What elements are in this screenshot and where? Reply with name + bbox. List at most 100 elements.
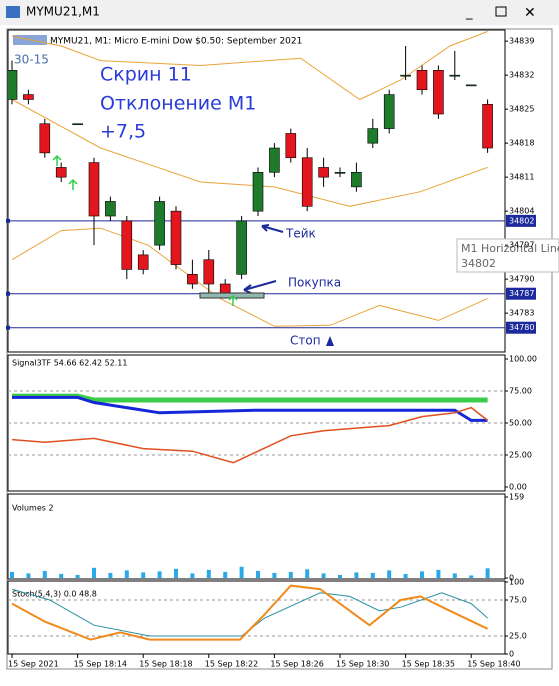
stoch-panel — [7, 580, 506, 655]
x-tick-label: 15 Sep 18:26 — [270, 660, 323, 669]
buy-label: Покупка — [288, 276, 341, 290]
tooltip-value: 34802 — [461, 257, 496, 270]
candle-body — [88, 162, 100, 217]
line-handle — [6, 218, 10, 223]
volume-bar — [239, 566, 244, 578]
take-arrow — [261, 224, 284, 233]
up-arrows — [52, 154, 238, 306]
candle-body — [400, 74, 411, 77]
x-tick-label: 15 Sep 18:22 — [205, 660, 258, 669]
candle-body — [433, 70, 444, 115]
candle-body — [121, 220, 133, 270]
volume-bar — [59, 573, 64, 578]
candle-body — [318, 167, 329, 178]
y-tick-label: 34832 — [509, 71, 534, 80]
stop-label: Стоп — [290, 334, 321, 348]
y-tick-label: 75.0 — [509, 596, 527, 605]
volume-bar — [288, 571, 293, 578]
candle-body — [72, 123, 83, 126]
y-tick-label: 34797 — [509, 241, 534, 250]
volume-bar — [157, 571, 162, 578]
price-tag-label: 34780 — [509, 323, 534, 332]
indicator-title: Signal3TF 54.66 62.42 52.11 — [12, 359, 128, 368]
minimize-button[interactable]: _ — [465, 6, 473, 21]
candle-body — [482, 104, 493, 149]
close-button[interactable]: ✕ — [524, 5, 536, 21]
y-tick-label: 34818 — [509, 139, 534, 148]
price-tag — [506, 214, 536, 227]
take-label: Тейк — [285, 227, 316, 241]
candle-body — [367, 128, 379, 144]
candle-body — [203, 259, 215, 285]
volume-bar — [206, 569, 211, 578]
indicator-title: Volumes 2 — [12, 504, 54, 513]
volume-bar — [26, 573, 31, 578]
indicator-line — [12, 395, 488, 422]
price-tag — [506, 321, 536, 334]
volume-bar — [305, 569, 310, 578]
volume-bar — [469, 575, 474, 578]
indicator-line — [11, 99, 488, 207]
chart-title: MYMU21, M1: Micro E-mini Dow $0.50: Sept… — [50, 37, 302, 47]
candle-body — [105, 201, 116, 217]
volume-bar — [321, 573, 326, 578]
candle-body — [351, 172, 362, 188]
line-handle — [6, 291, 10, 296]
chart-frame — [6, 28, 553, 670]
x-tick-label: 15 Sep 18:18 — [139, 660, 192, 669]
y-tick-label: 159 — [509, 493, 524, 502]
y-tick-label: 50.00 — [509, 419, 532, 428]
candle-body — [449, 74, 461, 77]
candle-body — [170, 210, 182, 265]
x-tick-label: 15 Sep 18:40 — [467, 660, 520, 669]
y-tick-label: 0.00 — [509, 483, 527, 492]
x-tick-label: 15 Sep 2021 — [8, 660, 59, 669]
indicator-line — [11, 588, 488, 637]
app-icon — [6, 6, 20, 18]
line-handle — [6, 325, 10, 330]
volume-bar — [370, 572, 375, 578]
note-line: +7,5 — [100, 121, 146, 143]
y-tick-label: 0 — [509, 650, 514, 659]
tooltip-line: M1 Horizontal Line — [461, 242, 559, 255]
main-panel — [7, 29, 506, 353]
volume-bar — [420, 571, 424, 578]
candle-body — [236, 220, 247, 275]
candle-body — [285, 133, 297, 159]
indicator-line — [11, 227, 488, 327]
volume-bar — [338, 574, 342, 578]
volume-bar — [42, 570, 47, 578]
timeframe: 30-15 — [14, 53, 49, 67]
y-tick-label: 25.00 — [509, 451, 532, 460]
x-tick-label: 15 Sep 18:35 — [402, 660, 455, 669]
candle-body — [39, 123, 51, 154]
candle-body — [8, 70, 18, 100]
volume-bar — [485, 568, 490, 578]
y-tick-label: 100.00 — [509, 355, 537, 364]
candle-body — [55, 167, 67, 178]
candle-body — [219, 283, 231, 295]
price-tag — [506, 287, 536, 300]
stop-marker — [326, 336, 334, 346]
y-tick-label: 75.00 — [509, 387, 532, 396]
note-line: Скрин 11 — [100, 64, 192, 86]
indicator-line — [11, 31, 488, 101]
main-plot — [8, 31, 505, 329]
candle-body — [154, 201, 165, 246]
volume-bar — [403, 573, 408, 578]
volume-bar — [174, 568, 178, 578]
volume-bar — [452, 573, 457, 578]
y-tick-label: 100 — [509, 578, 524, 587]
y-tick-label: 0 — [509, 574, 514, 583]
candle-body — [416, 70, 428, 91]
x-tick-label: 15 Sep 18:30 — [336, 660, 389, 669]
volume-bar — [108, 572, 113, 578]
volume-bar — [124, 570, 129, 578]
volume-bar — [436, 569, 441, 578]
candle-body — [187, 273, 198, 285]
tooltip — [456, 238, 559, 273]
maximize-button[interactable] — [495, 6, 507, 17]
volume-bar — [75, 574, 80, 578]
